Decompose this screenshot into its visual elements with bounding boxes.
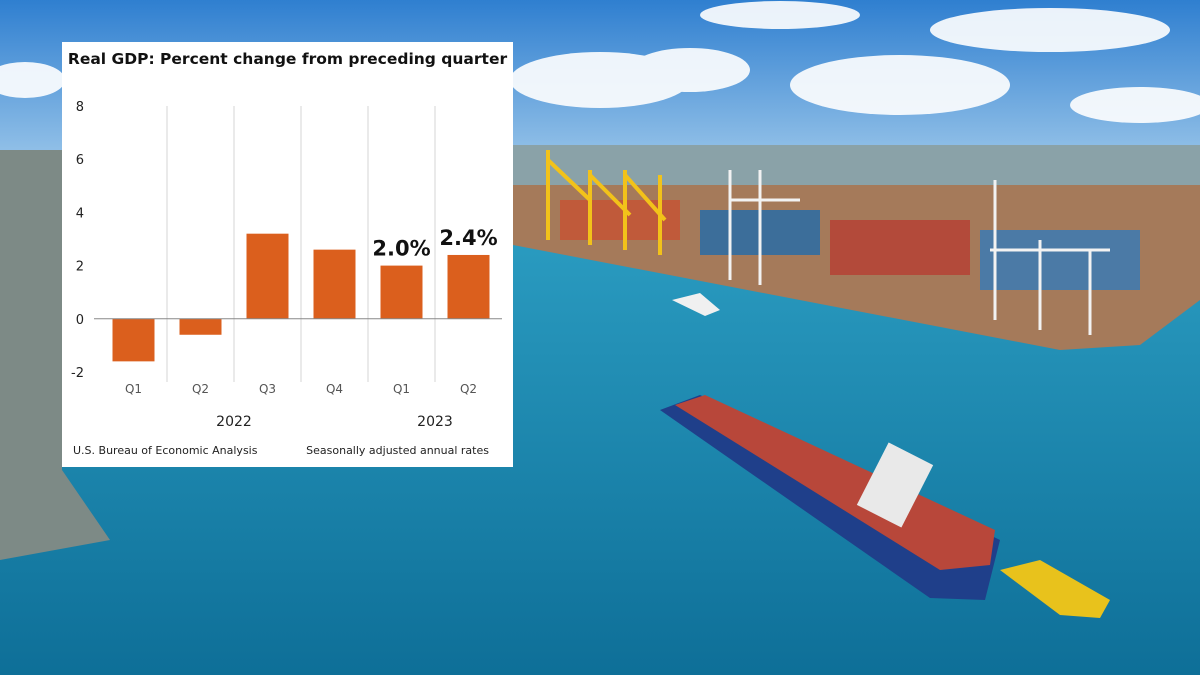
bar	[447, 254, 490, 319]
x-tick-label: Q4	[326, 382, 343, 396]
y-tick-label: 8	[76, 100, 84, 115]
tugboat	[1000, 560, 1110, 618]
bar	[179, 318, 222, 335]
year-label: 2022	[216, 414, 252, 430]
data-label: 2.0%	[372, 237, 430, 261]
small-boat	[672, 293, 720, 316]
bar	[246, 233, 289, 319]
bar-chart: 8 6 4 2 0 -2 Q1 Q2 Q3 Q4 2.0% Q1 2.4% Q2 2022 2023	[71, 100, 502, 430]
x-tick-label: Q1	[125, 382, 142, 396]
bar	[112, 318, 155, 362]
x-tick-label: Q2	[460, 382, 477, 396]
chart-title: Real GDP: Percent change from preceding …	[67, 50, 508, 68]
y-tick-label: 2	[76, 260, 84, 275]
left-pier	[0, 150, 110, 560]
cranes	[546, 150, 667, 255]
rate-note: Seasonally adjusted annual rates	[306, 444, 489, 457]
container-ship	[660, 395, 1000, 600]
bar	[380, 265, 423, 319]
city-horizon	[513, 145, 1200, 185]
x-tick-label: Q1	[393, 382, 410, 396]
y-tick-label: 6	[76, 153, 84, 168]
x-tick-label: Q2	[192, 382, 209, 396]
x-tick-label: Q3	[259, 382, 276, 396]
gdp-chart-panel: Real GDP: Percent change from preceding …	[62, 42, 513, 467]
source-note: U.S. Bureau of Economic Analysis	[73, 444, 258, 457]
bar	[313, 249, 356, 319]
white-cranes	[728, 170, 1110, 335]
clouds	[0, 1, 1200, 123]
year-label: 2023	[417, 414, 453, 430]
y-tick-label: 0	[76, 313, 84, 328]
y-tick-label: -2	[71, 366, 84, 381]
data-label: 2.4%	[439, 226, 497, 250]
y-tick-label: 4	[76, 206, 84, 221]
